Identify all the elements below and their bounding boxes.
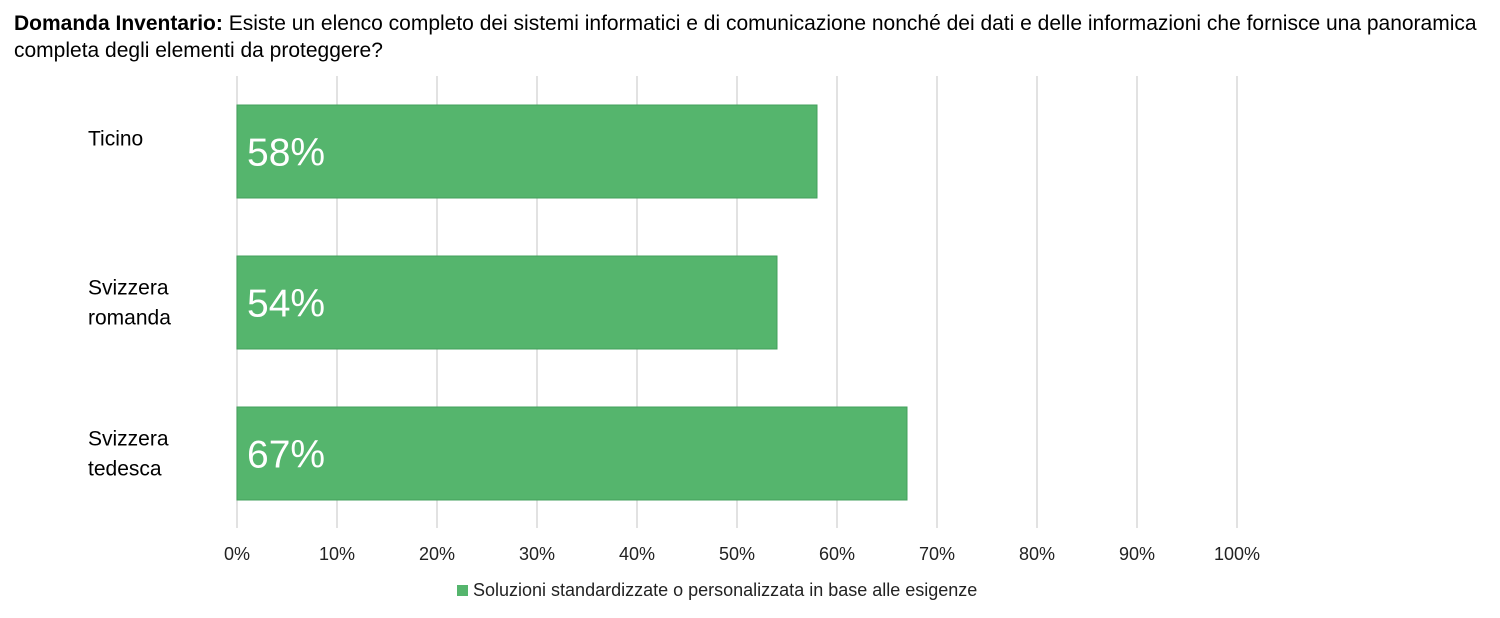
data-label: 58% xyxy=(247,132,325,175)
x-tick-label: 30% xyxy=(519,544,555,564)
data-label: 67% xyxy=(247,434,325,477)
x-tick-label: 100% xyxy=(1214,544,1260,564)
x-tick-label: 80% xyxy=(1019,544,1055,564)
x-tick-label: 0% xyxy=(224,544,250,564)
x-tick-label: 60% xyxy=(819,544,855,564)
x-tick-label: 90% xyxy=(1119,544,1155,564)
x-tick-label: 20% xyxy=(419,544,455,564)
legend: Soluzioni standardizzate o personalizzat… xyxy=(457,580,977,601)
x-tick-label: 40% xyxy=(619,544,655,564)
chart-title: Domanda Inventario: Esiste un elenco com… xyxy=(14,10,1489,64)
x-axis-tick-labels: 0% 10% 20% 30% 40% 50% 60% 70% 80% 90% 100% xyxy=(224,544,1260,564)
category-label: tedesca xyxy=(88,458,162,481)
category-label: Svizzera xyxy=(88,277,169,300)
x-tick-label: 50% xyxy=(719,544,755,564)
bar xyxy=(236,255,778,350)
category-label: Ticino xyxy=(88,128,143,151)
x-tick-label: 70% xyxy=(919,544,955,564)
x-tick-label: 10% xyxy=(319,544,355,564)
data-label: 54% xyxy=(247,283,325,326)
category-label: romanda xyxy=(88,307,171,330)
bar xyxy=(236,104,818,199)
category-label: Svizzera xyxy=(88,428,169,451)
legend-swatch xyxy=(457,585,468,596)
chart-title-text: Esiste un elenco completo dei sistemi in… xyxy=(14,12,1477,62)
category-labels: Ticino Svizzera romanda Svizzera tedesca xyxy=(88,128,171,481)
chart-title-prefix: Domanda Inventario: xyxy=(14,12,223,35)
bar xyxy=(236,406,908,501)
legend-label: Soluzioni standardizzate o personalizzat… xyxy=(473,580,978,600)
bars: 58% 54% 67% xyxy=(236,104,908,501)
